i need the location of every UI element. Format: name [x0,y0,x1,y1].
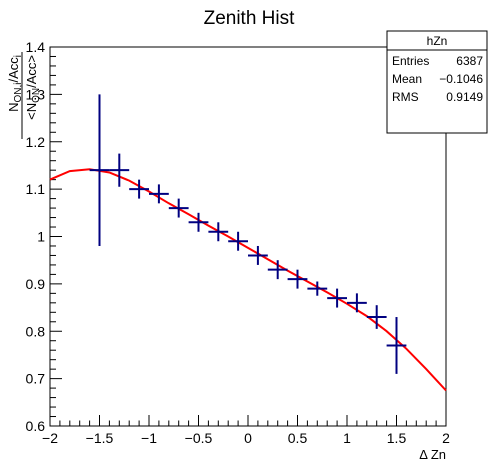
stats-rms-value: 0.9149 [446,90,483,104]
x-tick-label: −1 [141,430,157,446]
stats-rms-label: RMS [392,90,419,104]
y-tick-label: 0.7 [26,371,46,387]
data-point [89,94,110,246]
stats-box: hZn Entries 6387 Mean −0.1046 RMS 0.9149 [386,30,488,134]
stats-box-frame [386,30,488,134]
x-tick-label: −2 [42,430,58,446]
fit-series [49,168,447,392]
chart-title: Zenith Hist [204,8,296,29]
data-point [228,231,248,251]
x-tick-label: 0 [244,430,252,446]
stats-mean-value: −0.1046 [439,72,483,86]
y-tick-label: 1 [37,229,45,245]
data-point [129,179,149,199]
data-point [149,184,169,204]
data-point [188,212,209,232]
data-point [386,317,407,374]
data-point [327,288,347,308]
y-tick-label: 0.8 [26,323,46,339]
x-axis-title: Δ Zn [419,447,446,462]
y-axis-title-numerator: NON,i​/Acci​ [6,55,24,112]
x-tick-label: 2 [442,430,450,446]
data-point [307,281,328,296]
data-point [347,293,367,313]
y-axis: 0.6 0.7 0.8 0.9 1 1.1 1.2 1.3 1.4 [26,39,62,434]
y-axis-title: NON,i​/Acci​ <NON​/Acc> [6,52,42,139]
y-tick-label: 1.3 [26,86,46,102]
data-series [89,94,407,374]
fit-curve [49,168,447,392]
x-tick-label: −0.5 [185,430,213,446]
x-tick-label: 1.5 [387,430,407,446]
y-axis-title-denominator: <NON​/Acc> [24,55,42,120]
data-point [248,245,268,265]
x-tick-label: 0.5 [288,430,308,446]
data-point [267,260,288,280]
stats-entries-value: 6387 [456,54,483,68]
stats-mean-label: Mean [392,72,422,86]
stats-box-title: hZn [427,34,448,48]
data-point [208,222,229,242]
y-tick-label: 1.1 [26,181,46,197]
data-point [366,305,387,329]
data-point [109,153,130,187]
y-tick-label: 1.2 [26,134,46,150]
y-tick-label: 0.6 [26,418,46,434]
x-tick-label: −1.5 [86,430,114,446]
x-tick-label: 1 [343,430,351,446]
stats-entries-label: Entries [392,54,429,68]
y-tick-label: 1.4 [26,39,46,55]
x-axis: −2 −1.5 −1 −0.5 0 0.5 1 1.5 2 [42,415,450,446]
data-point [287,269,308,289]
data-point [168,198,189,218]
y-tick-label: 0.9 [26,276,46,292]
